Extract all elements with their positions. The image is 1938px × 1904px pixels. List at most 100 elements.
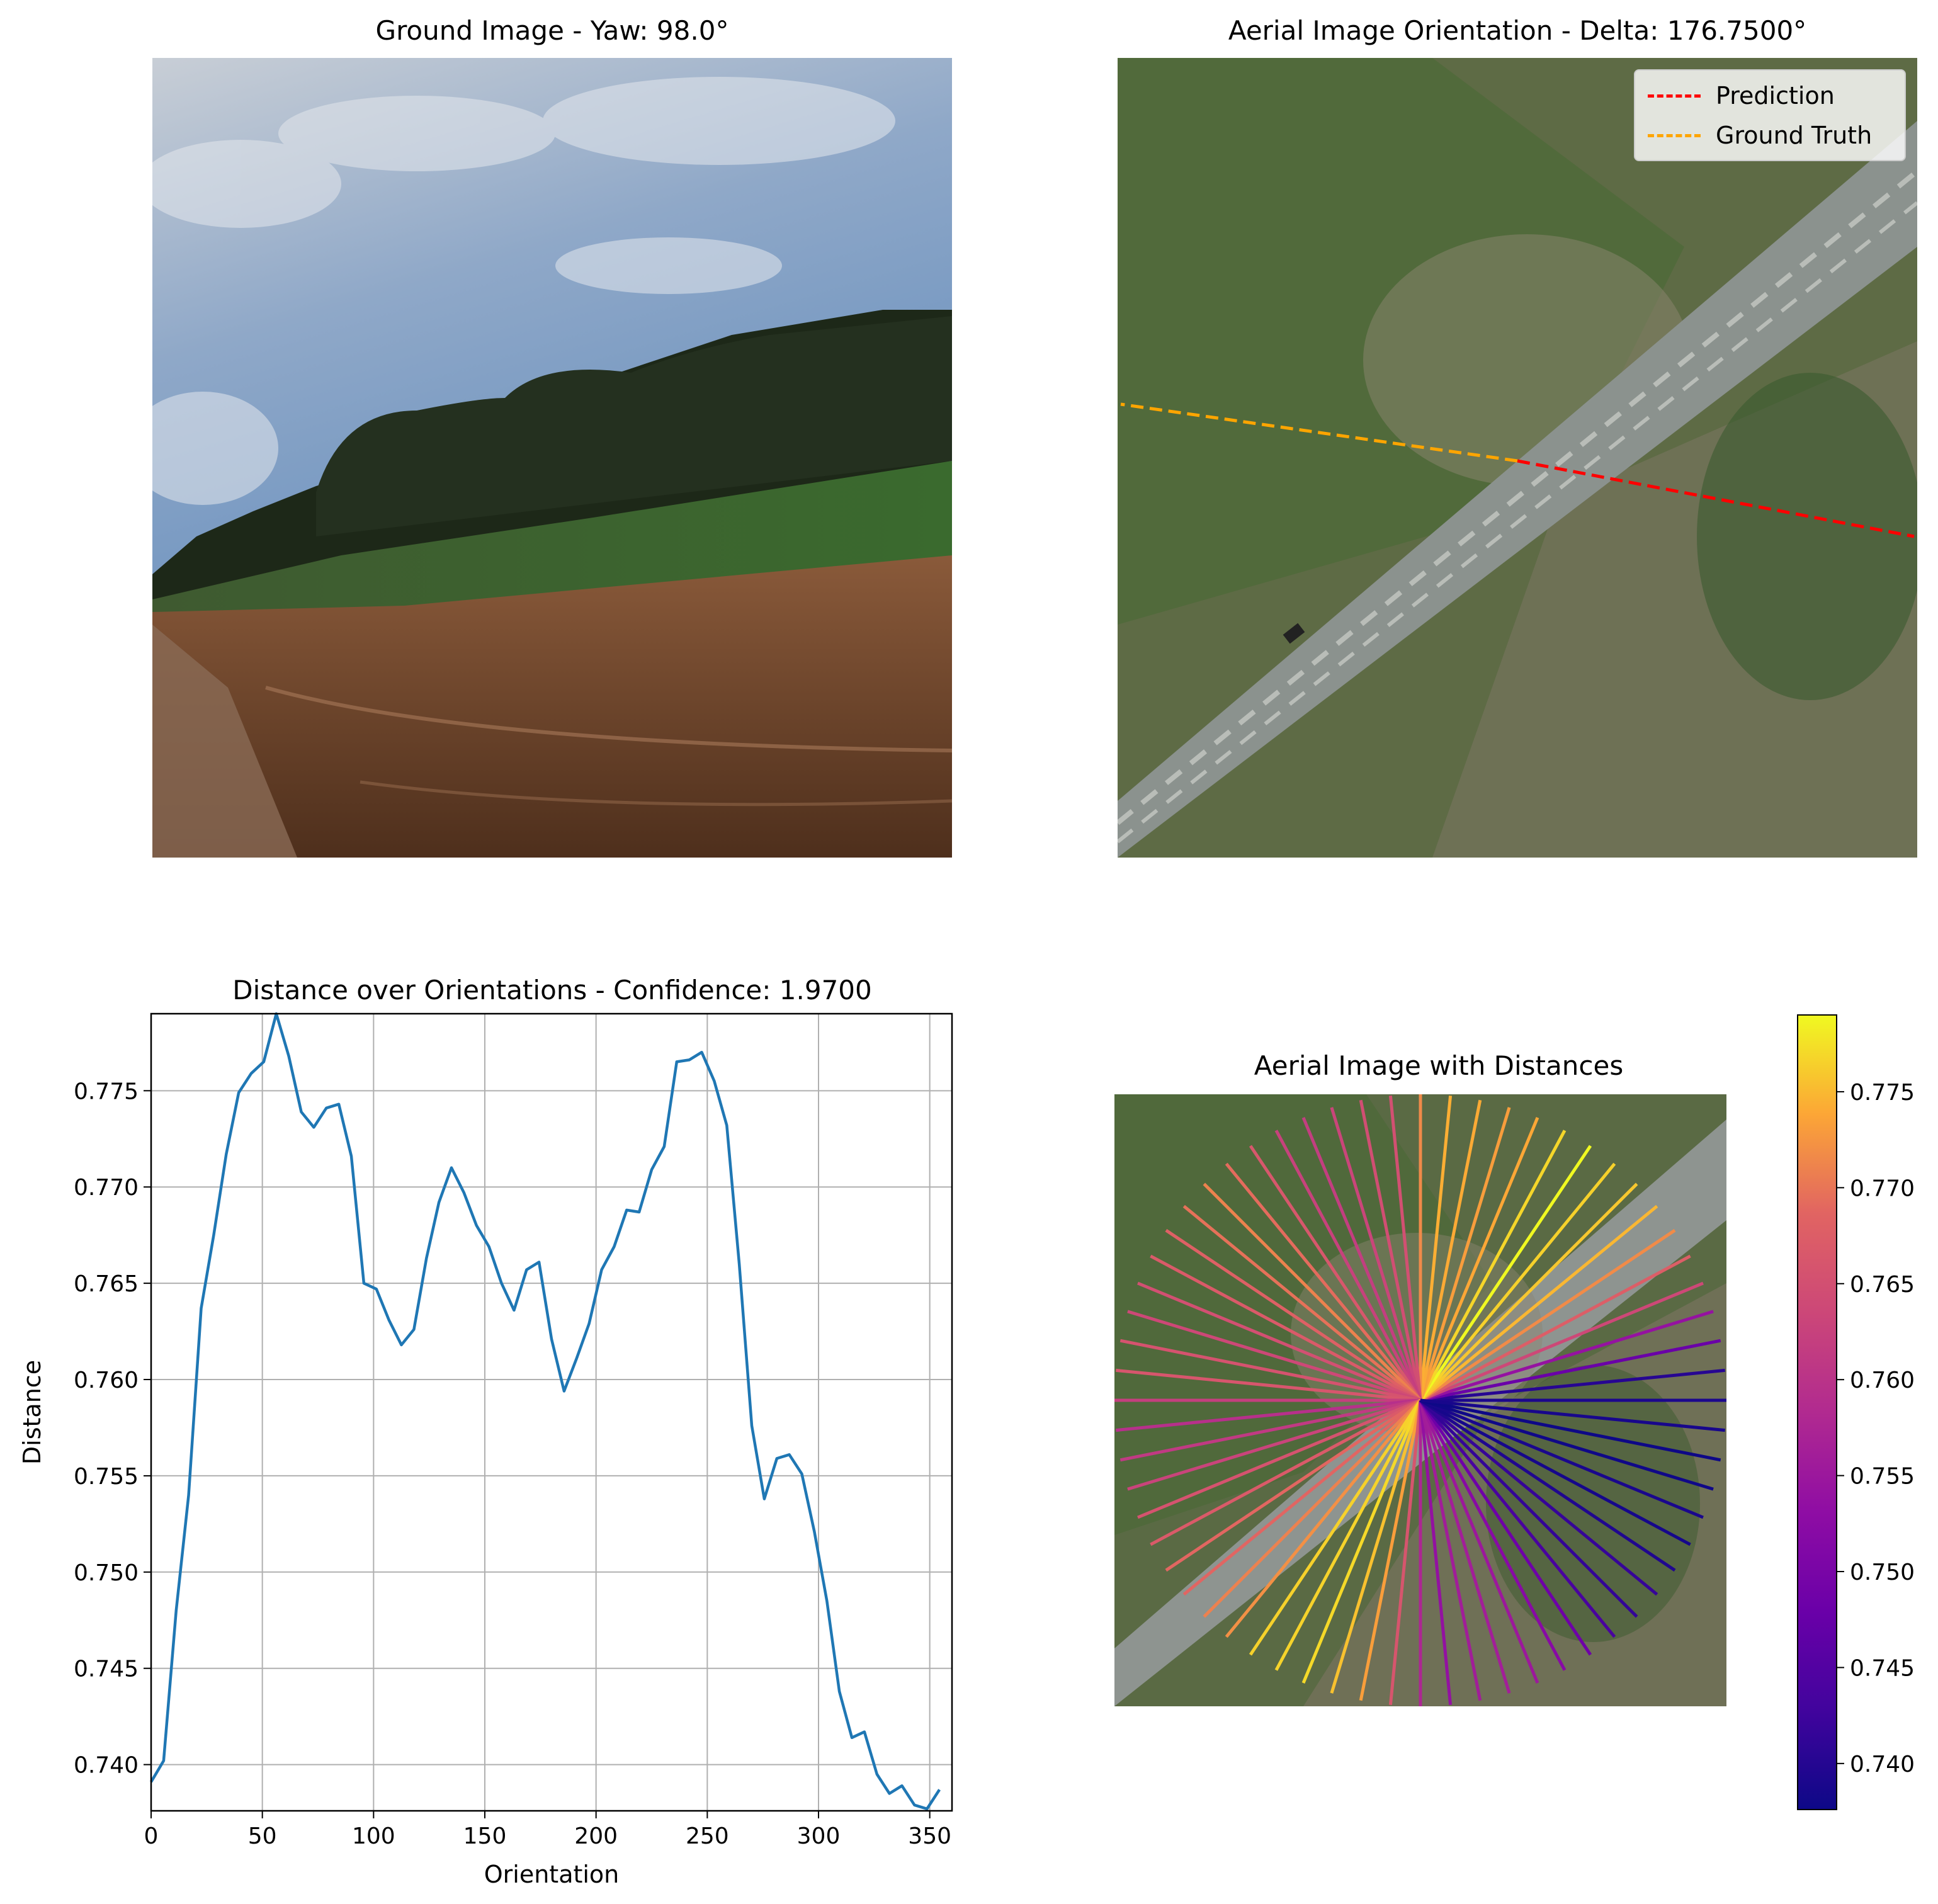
chart-grid	[150, 1014, 952, 1811]
colorbar-tick-label: 0.770	[1850, 1176, 1915, 1201]
distance-ray	[1420, 1339, 1721, 1402]
distance-ray	[1330, 1107, 1422, 1401]
distance-ray	[1116, 1368, 1421, 1402]
legend-label-prediction: Prediction	[1716, 82, 1835, 110]
distance-ray	[1150, 1254, 1422, 1402]
prediction-line	[1517, 459, 1915, 538]
y-tick-label: 0.775	[74, 1079, 139, 1104]
distance-ray	[1182, 1399, 1422, 1596]
ground-truth-line	[1120, 402, 1518, 463]
distance-ray	[1274, 1130, 1422, 1402]
ground-image	[152, 58, 952, 858]
distance-ray	[1419, 1096, 1453, 1401]
y-tick-label: 0.755	[74, 1464, 139, 1490]
distance-ray	[1150, 1398, 1422, 1546]
x-axis-ticks: 0 50 100 150 200 250 300 350	[144, 1811, 951, 1849]
distance-ray	[1419, 1400, 1539, 1684]
x-tick-label: 150	[463, 1823, 507, 1849]
distance-ray	[1419, 1399, 1616, 1638]
distance-ray	[1420, 1398, 1704, 1519]
colorbar-tick-label: 0.745	[1850, 1655, 1915, 1681]
aerial-image	[1118, 58, 1917, 858]
distance-ray	[1119, 1398, 1421, 1462]
x-tick-label: 250	[686, 1823, 729, 1849]
ground-image-title: Ground Image - Yaw: 98.0°	[375, 15, 729, 46]
distance-ray	[1225, 1399, 1422, 1638]
distance-ray	[1420, 1398, 1714, 1491]
colorbar-tick-label: 0.740	[1850, 1752, 1915, 1777]
distance-ray	[1419, 1398, 1676, 1572]
colorbar-tick-label: 0.760	[1850, 1368, 1915, 1393]
distance-ray	[1419, 1228, 1676, 1402]
x-tick-label: 300	[797, 1823, 841, 1849]
y-axis-label: Distance	[18, 1360, 46, 1465]
distance-ray	[1249, 1145, 1422, 1402]
plot-frame	[150, 1012, 953, 1812]
distance-ray	[1330, 1400, 1422, 1694]
distance-ray	[1419, 1400, 1511, 1694]
distance-ray	[1419, 1400, 1482, 1701]
distance-ray	[1419, 1398, 1691, 1546]
distance-ray	[1203, 1182, 1422, 1402]
ground-truth-legend-swatch	[1648, 133, 1701, 137]
x-tick-label: 100	[352, 1823, 395, 1849]
distance-ray	[1420, 1368, 1725, 1402]
distance-ray	[1137, 1281, 1421, 1402]
y-tick-label: 0.770	[74, 1175, 139, 1201]
aerial-orientation-title: Aerial Image Orientation - Delta: 176.75…	[1228, 15, 1807, 46]
x-tick-label: 0	[144, 1823, 159, 1849]
prediction-legend-swatch	[1648, 94, 1701, 98]
distance-ray	[1388, 1096, 1422, 1401]
distance-ray	[1419, 1400, 1453, 1705]
distance-ray	[1419, 1399, 1567, 1671]
distance-ray	[1301, 1400, 1422, 1684]
distance-ray	[1388, 1400, 1422, 1705]
distance-ray	[1420, 1398, 1725, 1432]
distance-ray	[1165, 1228, 1422, 1402]
distance-ray	[1419, 1099, 1482, 1401]
distance-ray	[1249, 1399, 1422, 1656]
aerial-distances-title: Aerial Image with Distances	[1254, 1050, 1624, 1081]
colorbar-ticks: 0.740 0.745 0.750 0.755 0.760 0.765 0.770 0.775	[1837, 1080, 1915, 1777]
distance-ray	[1225, 1162, 1422, 1402]
x-tick-label: 50	[248, 1823, 277, 1849]
distance-ray	[1419, 1162, 1616, 1402]
distance-ray	[1165, 1398, 1422, 1572]
distance-ray	[1137, 1398, 1421, 1519]
distance-ray	[1419, 1399, 1638, 1618]
distance-ray	[1301, 1117, 1422, 1401]
legend-label-ground-truth: Ground Truth	[1716, 122, 1873, 149]
distance-ray	[1182, 1204, 1422, 1402]
colorbar-tick-label: 0.775	[1850, 1080, 1915, 1106]
x-tick-label: 200	[574, 1823, 618, 1849]
distance-ray	[1116, 1398, 1421, 1432]
distance-rays	[1114, 1094, 1726, 1706]
distance-ray	[1119, 1339, 1421, 1402]
distance-ray	[1420, 1398, 1721, 1462]
colorbar-tick-label: 0.765	[1850, 1272, 1915, 1298]
distance-ray	[1420, 1310, 1714, 1402]
distance-ray	[1127, 1310, 1421, 1402]
y-tick-label: 0.750	[74, 1560, 139, 1586]
y-tick-label: 0.765	[74, 1271, 139, 1297]
distance-ray	[1419, 1182, 1638, 1402]
aerial-distances-image	[1114, 1094, 1726, 1706]
y-tick-label: 0.760	[74, 1368, 139, 1393]
y-tick-label: 0.740	[74, 1753, 139, 1779]
distance-ray	[1274, 1399, 1422, 1671]
distance-ray	[1127, 1398, 1421, 1491]
distance-ray	[1419, 1145, 1592, 1402]
x-axis-label: Orientation	[484, 1861, 620, 1888]
colorbar-tick-label: 0.750	[1850, 1560, 1915, 1585]
distance-ray	[1203, 1399, 1422, 1618]
distance-ray	[1419, 1130, 1567, 1402]
distance-series-line	[150, 1012, 941, 1811]
orientation-legend: Prediction Ground Truth	[1634, 69, 1906, 161]
distance-ray	[1419, 1399, 1592, 1656]
legend-item-prediction: Prediction	[1648, 80, 1835, 111]
colorbar-tick-label: 0.755	[1850, 1464, 1915, 1490]
distance-ray	[1359, 1400, 1422, 1701]
x-tick-label: 350	[908, 1823, 951, 1849]
distance-ray	[1419, 1117, 1539, 1401]
y-tick-label: 0.745	[74, 1657, 139, 1682]
